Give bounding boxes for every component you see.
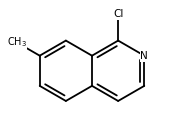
Text: Cl: Cl	[113, 9, 123, 19]
Text: CH$_3$: CH$_3$	[7, 36, 27, 49]
Text: N: N	[140, 51, 148, 61]
